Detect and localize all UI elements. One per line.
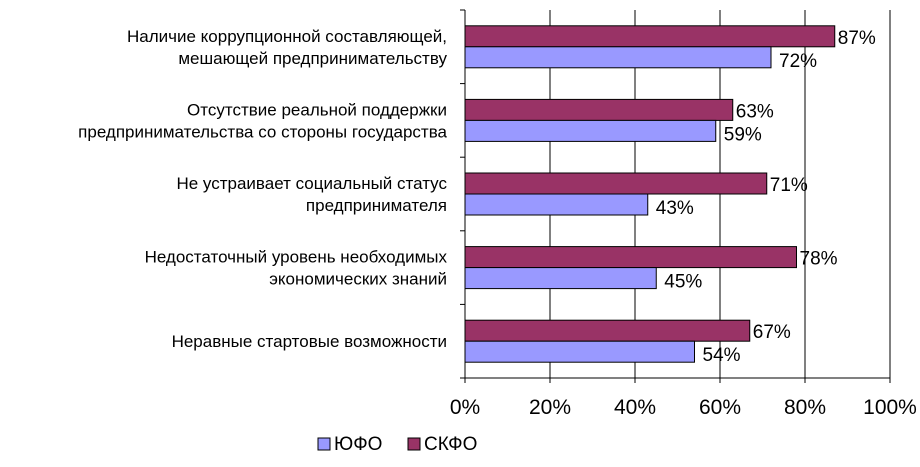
legend-swatch-skfo (407, 437, 421, 451)
bar-skfo (464, 172, 768, 195)
bar-skfo (464, 25, 836, 48)
category-label-line: Отсутствие реальной поддержки (187, 100, 447, 119)
data-labels: 87% 72% 63%59% 71% 43% 78% 45% 67% 54% (656, 28, 876, 366)
category-labels: Наличие коррупционной составляющей, мешаю… (78, 27, 447, 351)
category-label: Недостаточный уровень необходимых экономи… (145, 248, 448, 289)
data-label-skfo: 78% (800, 249, 838, 270)
legend-label-yufo: ЮФО (334, 434, 382, 455)
x-tick-label: 60% (699, 396, 741, 419)
x-tick-label: 80% (784, 396, 826, 419)
bar-yufo (464, 267, 657, 290)
x-tick-label: 0% (450, 396, 480, 419)
data-label-skfo: 71% (770, 175, 808, 196)
data-label-skfo: 63% (736, 101, 774, 122)
category-label-line: Неравные стартовые возможности (172, 332, 447, 351)
category-label: Наличие коррупционной составляющей, мешаю… (127, 27, 448, 68)
x-tick-label: 40% (614, 396, 656, 419)
legend-label-skfo: СКФО (424, 434, 477, 455)
category-label-line: предпринимателя (306, 196, 447, 215)
category-label: Не устраивает социальный статус предприни… (176, 174, 447, 215)
bar-yufo (464, 193, 649, 216)
data-label-yufo: 45% (664, 272, 702, 293)
data-label-yufo: 43% (656, 198, 694, 219)
data-label-yufo: 59% (724, 124, 762, 145)
bar-yufo (464, 46, 772, 69)
bar-yufo (464, 119, 717, 142)
category-label: Неравные стартовые возможности (172, 332, 447, 351)
data-label-yufo: 54% (703, 345, 741, 366)
category-label-line: Недостаточный уровень необходимых (145, 248, 448, 267)
category-label-line: экономических знаний (269, 270, 447, 289)
bar-yufo (464, 340, 695, 363)
data-label-skfo: 67% (753, 322, 791, 343)
axes (460, 9, 891, 383)
category-label-line: предпринимательства со стороны государст… (78, 122, 447, 141)
legend: ЮФО СКФО (317, 434, 477, 455)
bars (464, 25, 836, 363)
bar-skfo (464, 98, 734, 121)
legend-swatch-yufo (317, 437, 331, 451)
category-label-line: мешающей предпринимательству (178, 49, 447, 68)
bar-skfo (464, 319, 751, 342)
category-label: Отсутствие реальной поддержки предпринима… (78, 100, 447, 141)
category-label-line: Не устраивает социальный статус (176, 174, 447, 193)
bar-skfo (464, 246, 797, 269)
x-tick-labels: 0% 20% 40% 60% 80% 100% (450, 396, 917, 419)
data-label-yufo: 72% (779, 51, 817, 72)
x-tick-label: 20% (529, 396, 571, 419)
category-label-line: Наличие коррупционной составляющей, (127, 27, 447, 46)
x-tick-label: 100% (863, 396, 917, 419)
data-label-skfo: 87% (838, 28, 876, 49)
